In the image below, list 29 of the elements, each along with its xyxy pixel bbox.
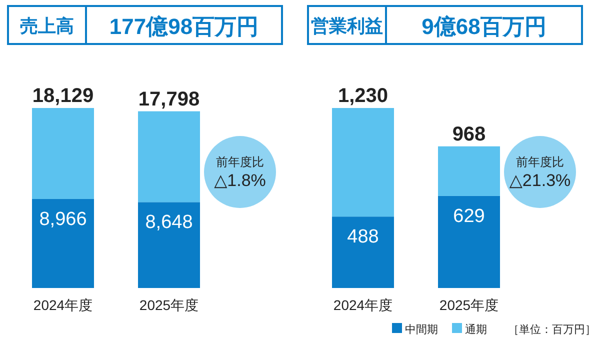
chart-title: 営業利益: [311, 16, 383, 36]
legend-label: 中間期: [405, 323, 438, 336]
bar: [32, 108, 94, 199]
chart-subtitle: 9億68百万円: [422, 14, 546, 39]
bar: [332, 108, 394, 217]
annotation: 前年度比 △21.3%: [509, 155, 571, 190]
bar: [32, 198, 94, 288]
x-tick-label: 2025年度: [439, 297, 499, 313]
total-label: 1,230: [338, 85, 388, 107]
bar: [138, 202, 200, 288]
bar: [438, 146, 500, 196]
total-label: 968: [452, 123, 486, 146]
annotation: 前年度比 △1.8%: [214, 155, 266, 190]
text: ［単位：百万円］: [508, 324, 596, 336]
bar: [332, 216, 394, 288]
total-label: 18,129: [32, 85, 94, 107]
data-label: 8,966: [39, 208, 87, 230]
chart-title: 売上高: [20, 16, 74, 36]
total-label: 17,798: [138, 88, 200, 110]
data-label: 629: [453, 206, 485, 227]
chart-subtitle: 177億98百万円: [109, 14, 259, 39]
x-tick-label: 2025年度: [139, 297, 199, 313]
x-tick-label: 2024年度: [33, 297, 93, 313]
bar: [438, 196, 500, 288]
legend-label: 通期: [465, 323, 487, 336]
bar: [138, 111, 200, 202]
data-label: 488: [347, 226, 379, 248]
x-tick-label: 2024年度: [333, 297, 393, 313]
data-label: 8,648: [145, 212, 193, 234]
